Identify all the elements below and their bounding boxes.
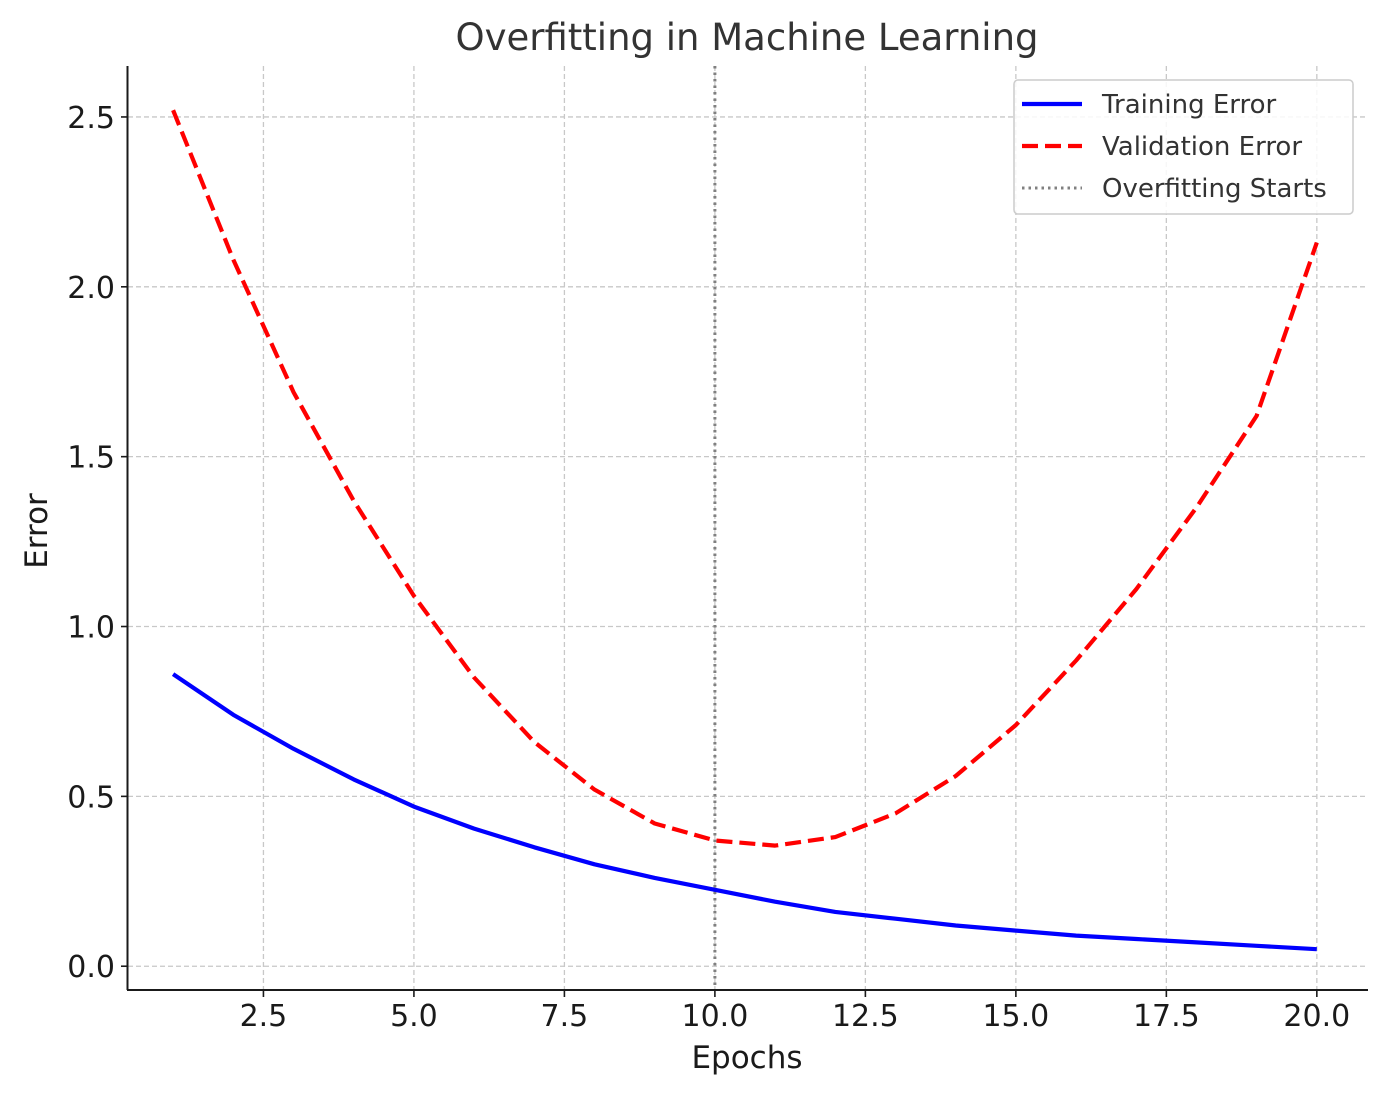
axes (126, 66, 1368, 991)
y-tick-label: 2.5 (67, 101, 115, 136)
x-tick-label: 7.5 (541, 999, 589, 1034)
x-tick-label: 12.5 (832, 999, 899, 1034)
x-tick-label: 20.0 (1283, 999, 1350, 1034)
legend-label-validation-error: Validation Error (1102, 132, 1302, 162)
x-axis-label: Epochs (691, 1040, 802, 1076)
y-ticks: 0.0 0.5 1.0 1.5 2.0 2.5 (67, 101, 128, 985)
training-error-line (171, 672, 1317, 952)
legend-box (1013, 79, 1354, 215)
legend-label-overfitting-starts: Overfitting Starts (1102, 174, 1327, 204)
x-tick-label: 17.5 (1133, 999, 1200, 1034)
legend-label-training-error: Training Error (1101, 90, 1277, 120)
y-tick-label: 0.0 (67, 950, 115, 985)
x-tick-label: 10.0 (681, 999, 748, 1034)
y-tick-label: 2.0 (67, 271, 115, 306)
series (171, 109, 1319, 952)
x-tick-label: 15.0 (982, 999, 1049, 1034)
x-tick-label: 5.0 (390, 999, 438, 1034)
y-axis-label: Error (19, 493, 55, 569)
legend: Training Error Validation Error Overfittin… (1013, 79, 1354, 215)
x-ticks: 2.5 5.0 7.5 10.0 12.5 15.0 17.5 20.0 (240, 990, 1350, 1034)
validation-error-line (171, 109, 1319, 848)
x-tick-label: 2.5 (240, 999, 288, 1034)
chart-title: Overfitting in Machine Learning (455, 16, 1038, 59)
y-tick-label: 1.5 (67, 441, 115, 476)
grid (128, 66, 1368, 990)
y-tick-label: 0.5 (67, 780, 115, 815)
y-tick-label: 1.0 (67, 611, 115, 646)
